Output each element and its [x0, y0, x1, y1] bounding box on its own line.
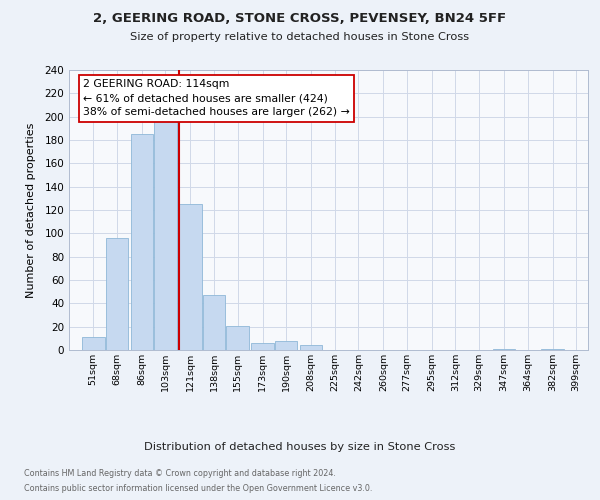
Text: Size of property relative to detached houses in Stone Cross: Size of property relative to detached ho… — [130, 32, 470, 42]
Bar — [275, 340, 298, 350]
Text: Distribution of detached houses by size in Stone Cross: Distribution of detached houses by size … — [145, 442, 455, 452]
Bar — [226, 326, 249, 350]
Bar — [131, 134, 153, 350]
Text: Contains HM Land Registry data © Crown copyright and database right 2024.: Contains HM Land Registry data © Crown c… — [24, 469, 336, 478]
Y-axis label: Number of detached properties: Number of detached properties — [26, 122, 36, 298]
Bar — [203, 295, 225, 350]
Text: 2, GEERING ROAD, STONE CROSS, PEVENSEY, BN24 5FF: 2, GEERING ROAD, STONE CROSS, PEVENSEY, … — [94, 12, 506, 26]
Bar — [154, 116, 176, 350]
Text: 2 GEERING ROAD: 114sqm
← 61% of detached houses are smaller (424)
38% of semi-de: 2 GEERING ROAD: 114sqm ← 61% of detached… — [83, 80, 350, 118]
Bar — [300, 346, 322, 350]
Text: Contains public sector information licensed under the Open Government Licence v3: Contains public sector information licen… — [24, 484, 373, 493]
Bar — [541, 349, 564, 350]
Bar — [493, 349, 515, 350]
Bar — [106, 238, 128, 350]
Bar — [251, 343, 274, 350]
Bar — [82, 337, 104, 350]
Bar — [179, 204, 202, 350]
